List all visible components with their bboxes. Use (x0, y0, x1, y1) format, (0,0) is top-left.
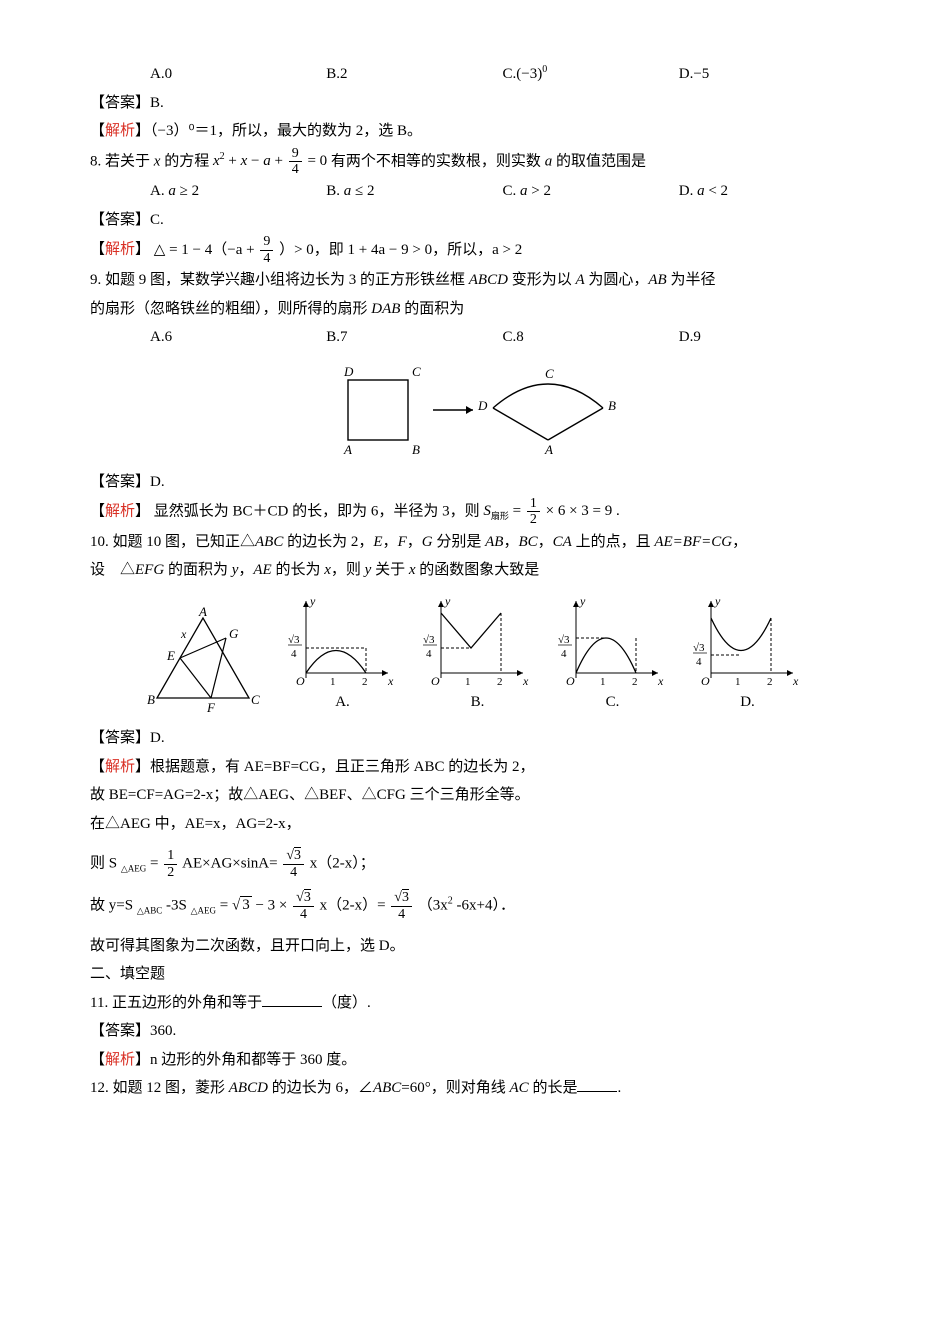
svg-text:4: 4 (291, 648, 297, 660)
q10-analysis-3: 在△AEG 中，AE=x，AG=2-x， (90, 810, 855, 839)
svg-text:1: 1 (735, 676, 741, 688)
q9-stem: 9. 如题 9 图，某数学兴趣小组将边长为 3 的正方形铁丝框 ABCD 变形为… (90, 266, 855, 295)
q7-opt-c: C.(−3)0 (503, 60, 679, 89)
q8-opt-d: D. a < 2 (679, 177, 855, 206)
q12-blank (577, 1076, 617, 1092)
svg-text:D: D (477, 398, 488, 413)
q10-analysis-2: 故 BE=CF=AG=2-x；故△AEG、△BEF、△CFG 三个三角形全等。 (90, 781, 855, 810)
svg-text:x: x (792, 674, 799, 688)
svg-text:O: O (566, 674, 575, 688)
q10-triangle: A B C E F G x (143, 606, 263, 716)
svg-text:A: A (198, 606, 207, 619)
q9-options: A.6 B.7 C.8 D.9 (90, 323, 855, 352)
q7-answer: 【答案】B. (90, 89, 855, 118)
q9-stem-line2: 的扇形（忽略铁丝的粗细），则所得的扇形 DAB 的面积为 (90, 295, 855, 324)
svg-text:2: 2 (497, 676, 503, 688)
svg-text:2: 2 (362, 676, 368, 688)
section-2-header: 二、填空题 (90, 960, 855, 989)
svg-text:1: 1 (465, 676, 471, 688)
svg-text:y: y (579, 594, 586, 608)
q9-opt-d: D.9 (679, 323, 855, 352)
q12-stem: 12. 如题 12 图，菱形 ABCD 的边长为 6，∠ABC=60°，则对角线… (90, 1074, 855, 1103)
svg-text:E: E (166, 648, 175, 663)
svg-text:1: 1 (600, 676, 606, 688)
q7-opt-a: A.0 (150, 60, 326, 89)
q10-analysis-4: 则 S △AEG = 12 AE×AG×sinA= √34 x（2-x）； (90, 848, 855, 880)
q9-analysis: 【解析】 显然弧长为 BC＋CD 的长，即为 6，半径为 3，则 S扇形 = 1… (90, 496, 855, 528)
q8-options: A. a ≥ 2 B. a ≤ 2 C. a > 2 D. a < 2 (90, 177, 855, 206)
svg-text:4: 4 (561, 648, 567, 660)
q7-opt-b: B.2 (326, 60, 502, 89)
svg-text:x: x (180, 627, 187, 641)
svg-text:2: 2 (632, 676, 638, 688)
q10-analysis-1: 【解析】根据题意，有 AE=BF=CG，且正三角形 ABC 的边长为 2， (90, 753, 855, 782)
svg-text:C: C (412, 364, 421, 379)
q10-graph-a: y x O √3 4 1 2 A. (288, 593, 398, 717)
svg-text:O: O (296, 674, 305, 688)
svg-text:y: y (444, 594, 451, 608)
q9-answer: 【答案】D. (90, 468, 855, 497)
svg-text:x: x (657, 674, 664, 688)
q10-graph-c: y x O √3 4 1 2 C. (558, 593, 668, 717)
q8-analysis: 【解析】 △ = 1 − 4（−a + 94 ）> 0，即 1 + 4a − 9… (90, 234, 855, 266)
q7-opt-d: D.−5 (679, 60, 855, 89)
q8-stem: 8. 若关于 x 的方程 x2 + x − a + 94 = 0 有两个不相等的… (90, 146, 855, 178)
q11-stem: 11. 正五边形的外角和等于（度）. (90, 989, 855, 1018)
svg-text:A: A (544, 442, 553, 457)
q9-opt-c: C.8 (503, 323, 679, 352)
q11-blank (262, 991, 322, 1007)
svg-text:y: y (714, 594, 721, 608)
q10-stem: 10. 如题 10 图，已知正△ABC 的边长为 2，E，F，G 分别是 AB，… (90, 528, 855, 557)
svg-text:F: F (206, 700, 216, 715)
svg-text:B: B (412, 442, 420, 457)
svg-text:√3: √3 (288, 634, 300, 646)
svg-text:2: 2 (767, 676, 773, 688)
q10-figures: A B C E F G x y x O √3 4 1 2 A. y (90, 593, 855, 717)
svg-text:√3: √3 (558, 634, 570, 646)
svg-text:4: 4 (426, 648, 432, 660)
svg-text:√3: √3 (423, 634, 435, 646)
q10-stem-line2: 设 △EFG 的面积为 y，AE 的长为 x，则 y 关于 x 的函数图象大致是 (90, 556, 855, 585)
q8-opt-c: C. a > 2 (503, 177, 679, 206)
svg-text:O: O (701, 674, 710, 688)
svg-text:C: C (251, 692, 260, 707)
q9-diagram: D C A B A B C D (308, 360, 638, 460)
svg-text:y: y (309, 594, 316, 608)
q10-graph-b: y x O √3 4 1 2 B. (423, 593, 533, 717)
svg-text:1: 1 (330, 676, 336, 688)
q9-opt-a: A.6 (150, 323, 326, 352)
q7-analysis: 【解析】（−3）⁰＝1，所以，最大的数为 2，选 B。 (90, 117, 855, 146)
q10-analysis-6: 故可得其图象为二次函数，且开口向上，选 D。 (90, 932, 855, 961)
svg-text:x: x (522, 674, 529, 688)
q9-opt-b: B.7 (326, 323, 502, 352)
q8-opt-a: A. a ≥ 2 (150, 177, 326, 206)
svg-text:√3: √3 (693, 642, 705, 654)
q9-figure: D C A B A B C D (90, 360, 855, 460)
q11-analysis: 【解析】n 边形的外角和都等于 360 度。 (90, 1046, 855, 1075)
q10-answer: 【答案】D. (90, 724, 855, 753)
svg-text:C: C (545, 366, 554, 381)
svg-text:4: 4 (696, 656, 702, 668)
q11-answer: 【答案】360. (90, 1017, 855, 1046)
svg-text:B: B (608, 398, 616, 413)
svg-text:x: x (387, 674, 394, 688)
svg-text:O: O (431, 674, 440, 688)
q7-options: A.0 B.2 C.(−3)0 D.−5 (90, 60, 855, 89)
q8-opt-b: B. a ≤ 2 (326, 177, 502, 206)
svg-text:G: G (229, 626, 239, 641)
svg-text:B: B (147, 692, 155, 707)
q8-answer: 【答案】C. (90, 206, 855, 235)
q10-graph-d: y x O √3 4 1 2 D. (693, 593, 803, 717)
q10-analysis-5: 故 y=S △ABC -3S △AEG = √3 − 3 × √34 x（2-x… (90, 890, 855, 922)
svg-text:D: D (343, 364, 354, 379)
svg-text:A: A (343, 442, 352, 457)
